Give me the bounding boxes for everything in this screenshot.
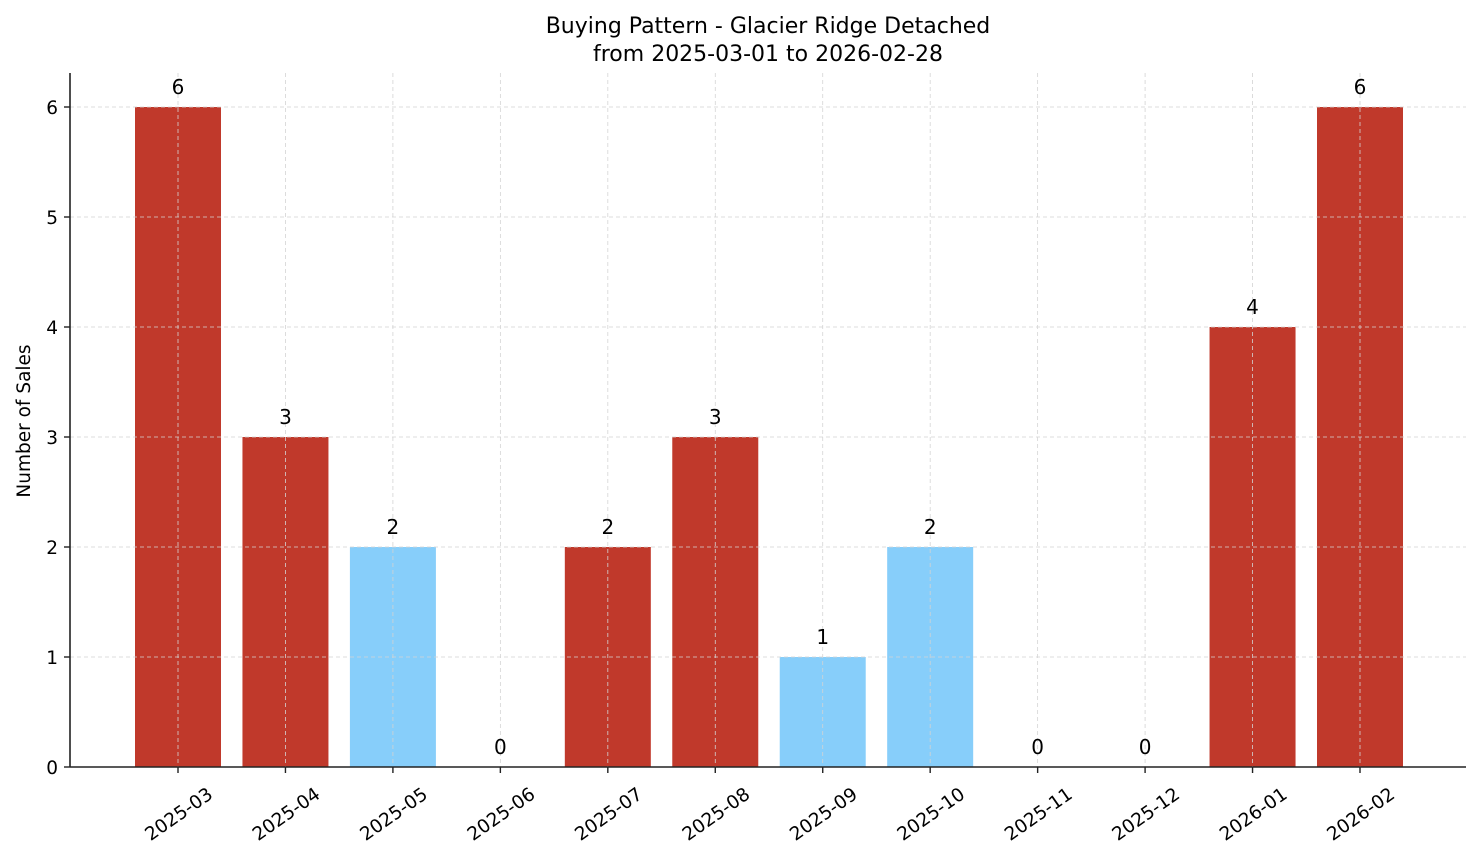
y-tick-label: 6 xyxy=(46,98,58,119)
bar-value-label: 6 xyxy=(172,75,185,99)
y-tick-label: 3 xyxy=(46,428,58,449)
axes xyxy=(69,73,1466,768)
bar-value-label: 2 xyxy=(387,515,400,539)
chart-title-group: Buying Pattern - Glacier Ridge Detached … xyxy=(546,14,991,67)
bar-value-label: 6 xyxy=(1354,75,1367,99)
bar-value-label: 0 xyxy=(1031,735,1044,759)
x-tick-label: 2025-09 xyxy=(786,784,861,846)
bar-value-label: 2 xyxy=(924,515,937,539)
bar-value-label: 2 xyxy=(601,515,614,539)
x-tick-label: 2025-05 xyxy=(356,784,431,846)
y-tick-label: 4 xyxy=(46,318,58,339)
x-tick-label: 2025-08 xyxy=(679,784,754,846)
y-axis-ticks: 0 1 2 3 4 5 6 xyxy=(46,98,70,779)
x-tick-label: 2025-12 xyxy=(1109,784,1184,846)
x-axis-ticks: 2025-03 2025-04 2025-05 2025-06 2025-07 2025-… xyxy=(141,767,1399,846)
chart-subtitle: from 2025-03-01 to 2026-02-28 xyxy=(593,42,943,67)
bar-value-labels: 6 3 2 0 2 3 1 2 0 0 4 6 xyxy=(172,75,1367,759)
x-tick-label: 2025-07 xyxy=(571,784,646,846)
y-tick-label: 1 xyxy=(46,648,58,669)
bar-value-label: 3 xyxy=(279,405,292,429)
bar-value-label: 1 xyxy=(816,625,829,649)
y-tick-label: 2 xyxy=(46,538,58,559)
x-tick-label: 2025-06 xyxy=(464,784,539,846)
x-tick-label: 2025-11 xyxy=(1001,784,1076,846)
x-tick-label: 2026-02 xyxy=(1323,784,1398,846)
y-axis-label: Number of Sales xyxy=(14,344,35,497)
bar-value-label: 0 xyxy=(494,735,507,759)
y-tick-label: 5 xyxy=(46,208,58,229)
x-tick-label: 2025-04 xyxy=(249,784,324,846)
y-tick-label: 0 xyxy=(46,758,58,779)
x-tick-label: 2025-03 xyxy=(141,784,216,846)
bar-value-label: 4 xyxy=(1246,295,1259,319)
x-tick-label: 2026-01 xyxy=(1216,784,1291,846)
gridlines xyxy=(70,73,1466,767)
x-tick-label: 2025-10 xyxy=(894,784,969,846)
bar-value-label: 3 xyxy=(709,405,722,429)
chart-title: Buying Pattern - Glacier Ridge Detached xyxy=(546,14,991,39)
bar-value-label: 0 xyxy=(1139,735,1152,759)
